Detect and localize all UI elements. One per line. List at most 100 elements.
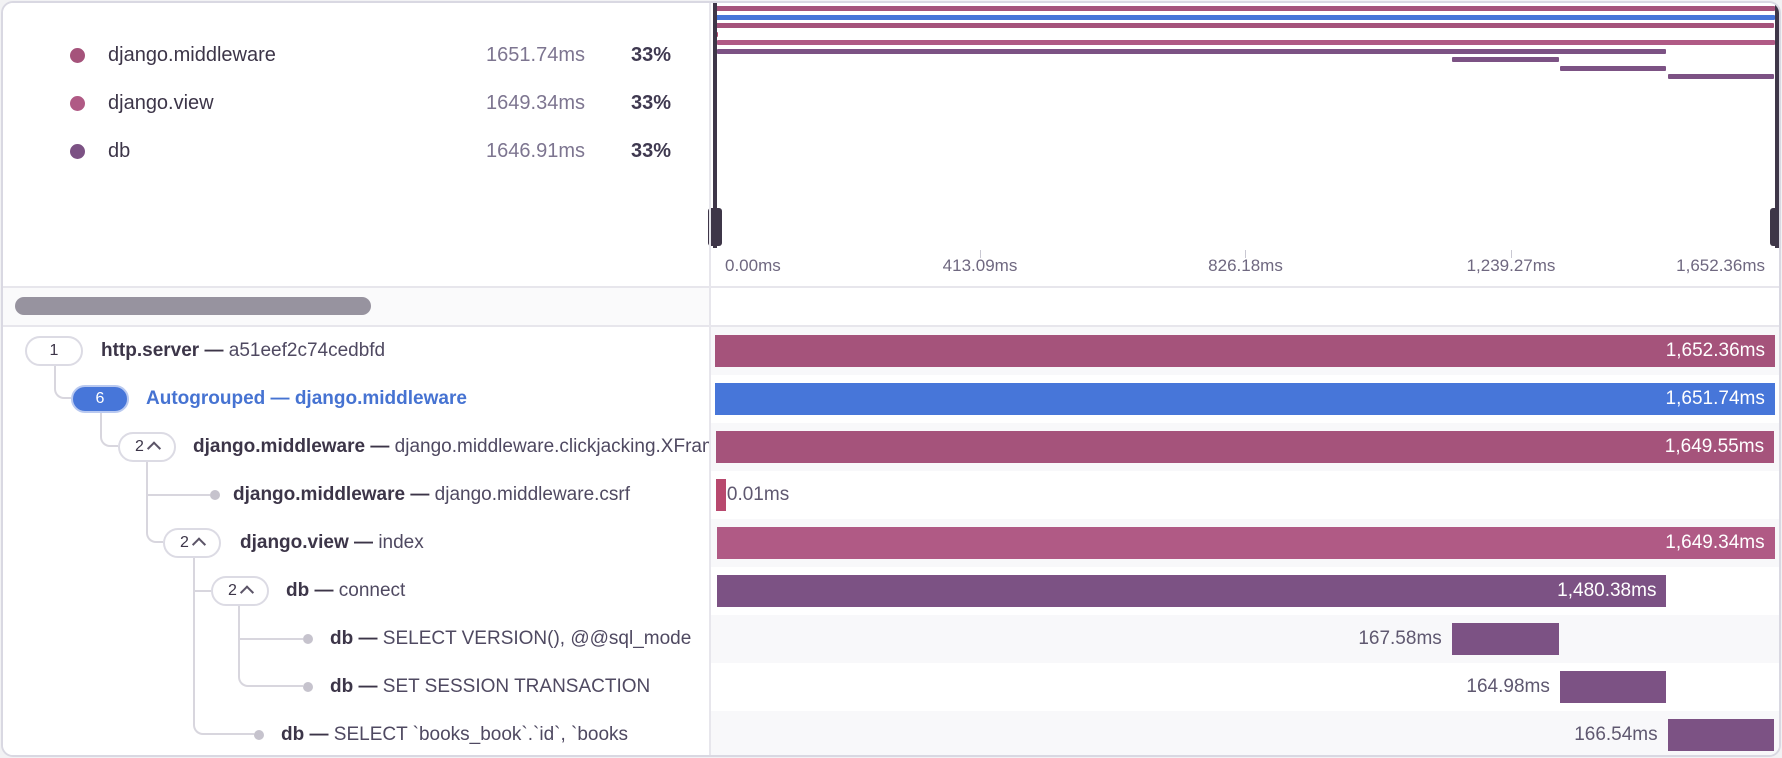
minimap-span-db	[1451, 57, 1560, 62]
span-description: django.middleware.clickjacking.XFrame	[394, 436, 709, 457]
span-op: django.middleware	[233, 484, 406, 505]
axis-label: 0.00ms	[725, 256, 781, 275]
span-description: django.middleware.csrf	[434, 484, 631, 505]
legend-color-dot-icon	[70, 47, 85, 63]
axis-label: 413.09ms	[942, 256, 1018, 275]
span-tree-row[interactable]: 2 django.middleware — django.middleware.c…	[3, 423, 709, 471]
span-description: SELECT `books_book`.`id`, `books	[333, 724, 629, 745]
span-bar-django.middleware[interactable]	[715, 479, 726, 511]
span-bar-django.view[interactable]: 1,649.34ms	[716, 527, 1775, 559]
panel-divider[interactable]	[709, 3, 711, 755]
span-op: django.view	[240, 532, 349, 553]
axis-label: 1,652.36ms	[1676, 256, 1765, 275]
tree-connector	[238, 606, 303, 687]
waterfall-row[interactable]: 1,652.36ms	[711, 327, 1779, 375]
viewport-left-handle-line[interactable]	[713, 3, 717, 248]
legend-duration: 1646.91ms	[486, 139, 585, 162]
span-title: http.server — a51eef2c74cedbfd	[101, 327, 385, 375]
span-bar-django.middleware[interactable]: 1,649.55ms	[715, 431, 1775, 463]
minimap-span-http.server	[715, 6, 1775, 11]
span-bar-db[interactable]: 1,480.38ms	[716, 575, 1667, 607]
span-count-badge[interactable]: 2	[118, 432, 176, 462]
span-tree-row[interactable]: db — SET SESSION TRANSACTION	[3, 663, 709, 711]
badge-count: 2	[180, 534, 189, 551]
horizontal-scrollbar-thumb[interactable]	[15, 297, 371, 315]
span-description: connect	[338, 580, 406, 601]
waterfall-row[interactable]: 166.54ms	[711, 711, 1779, 755]
waterfall-row[interactable]: 164.98ms	[711, 663, 1779, 711]
viewport-right-handle-line[interactable]	[1775, 3, 1779, 248]
waterfall-row[interactable]: 167.58ms	[711, 615, 1779, 663]
span-bar-Autogrouped[interactable]: 1,651.74ms	[715, 383, 1775, 415]
waterfall-row[interactable]: 1,649.34ms	[711, 519, 1779, 567]
waterfall-row[interactable]: 1,651.74ms	[711, 375, 1779, 423]
strip-divider	[3, 325, 1779, 327]
span-bar-db[interactable]	[1451, 623, 1560, 655]
tree-connector	[148, 494, 210, 496]
legend-duration: 1651.74ms	[486, 43, 585, 66]
minimap-span-db	[716, 48, 1667, 54]
span-count-badge[interactable]: 2	[211, 576, 269, 606]
span-count-badge[interactable]: 2	[163, 528, 221, 558]
trace-minimap[interactable]	[708, 3, 1779, 248]
minimap-span-Autogrouped	[715, 14, 1775, 20]
legend-op-label: db	[108, 139, 131, 162]
span-tree-row[interactable]: db — SELECT VERSION(), @@sql_mode	[3, 615, 709, 663]
span-tree-row[interactable]: 2 db — connect	[3, 567, 709, 615]
minimap-span-django.view	[716, 40, 1775, 45]
span-tree: 1 http.server — a51eef2c74cedbfd 6 Autogrou…	[3, 327, 709, 755]
span-op: db	[286, 580, 310, 601]
legend-color-dot-icon	[70, 95, 85, 111]
span-bar-db[interactable]	[1667, 719, 1775, 751]
legend-percent: 33%	[630, 43, 671, 66]
span-description: SELECT VERSION(), @@sql_mode	[382, 628, 692, 649]
span-duration-label: 167.58ms	[1358, 628, 1442, 649]
viewport-left-handle[interactable]	[708, 208, 722, 246]
span-bar-db[interactable]	[1559, 671, 1666, 703]
tree-connector	[54, 366, 71, 399]
span-count-badge[interactable]: 1	[25, 336, 83, 366]
legend-item-django.view: django.view 1649.34ms 33%	[3, 79, 709, 127]
span-bar-http.server[interactable]: 1,652.36ms	[715, 335, 1775, 367]
legend-item-django.middleware: django.middleware 1651.74ms 33%	[3, 31, 709, 79]
span-title: db — connect	[286, 567, 405, 615]
tree-connector	[240, 638, 303, 640]
leaf-dot-icon	[254, 730, 264, 740]
legend-color-dot-icon	[70, 143, 85, 159]
autogroup-count-badge[interactable]: 6	[71, 385, 129, 413]
span-title: db — SET SESSION TRANSACTION	[330, 663, 650, 711]
minimap-span-django.middleware	[715, 23, 1775, 28]
span-description: a51eef2c74cedbfd	[228, 340, 386, 361]
tree-connector	[195, 590, 211, 592]
horizontal-scrollbar-track[interactable]	[3, 288, 709, 325]
waterfall-row[interactable]: 1,649.55ms	[711, 423, 1779, 471]
span-title: django.view — index	[240, 519, 424, 567]
span-tree-row[interactable]: db — SELECT `books_book`.`id`, `books	[3, 711, 709, 755]
span-description: SET SESSION TRANSACTION	[382, 676, 651, 697]
span-tree-row[interactable]: 1 http.server — a51eef2c74cedbfd	[3, 327, 709, 375]
span-title: django.middleware — django.middleware.cs…	[233, 471, 630, 519]
span-tree-row[interactable]: 6 Autogrouped — django.middleware	[3, 375, 709, 423]
legend-name: django.middleware	[47, 44, 427, 67]
waterfall-row[interactable]: 0.01ms	[711, 471, 1779, 519]
span-op: http.server	[101, 340, 200, 361]
viewport-right-handle[interactable]	[1770, 208, 1779, 246]
axis-label: 826.18ms	[1208, 256, 1283, 275]
legend-op-label: django.middleware	[108, 43, 276, 66]
span-duration-label: 166.54ms	[1574, 724, 1658, 745]
separator: —	[365, 436, 395, 457]
span-title: db — SELECT `books_book`.`id`, `books	[281, 711, 629, 755]
span-tree-row[interactable]: django.middleware — django.middleware.cs…	[3, 471, 709, 519]
scroll-strip-right	[711, 288, 1779, 325]
waterfall-row[interactable]: 1,480.38ms	[711, 567, 1779, 615]
axis-tick-mark	[980, 250, 981, 258]
legend-percent: 33%	[630, 139, 671, 162]
span-tree-row[interactable]: 2 django.view — index	[3, 519, 709, 567]
separator: —	[405, 484, 435, 505]
tree-connector	[100, 413, 118, 447]
legend-name: db	[47, 140, 427, 163]
separator: —	[309, 580, 339, 601]
span-description: django.middleware	[294, 388, 467, 409]
axis-tick-mark	[1511, 250, 1512, 258]
